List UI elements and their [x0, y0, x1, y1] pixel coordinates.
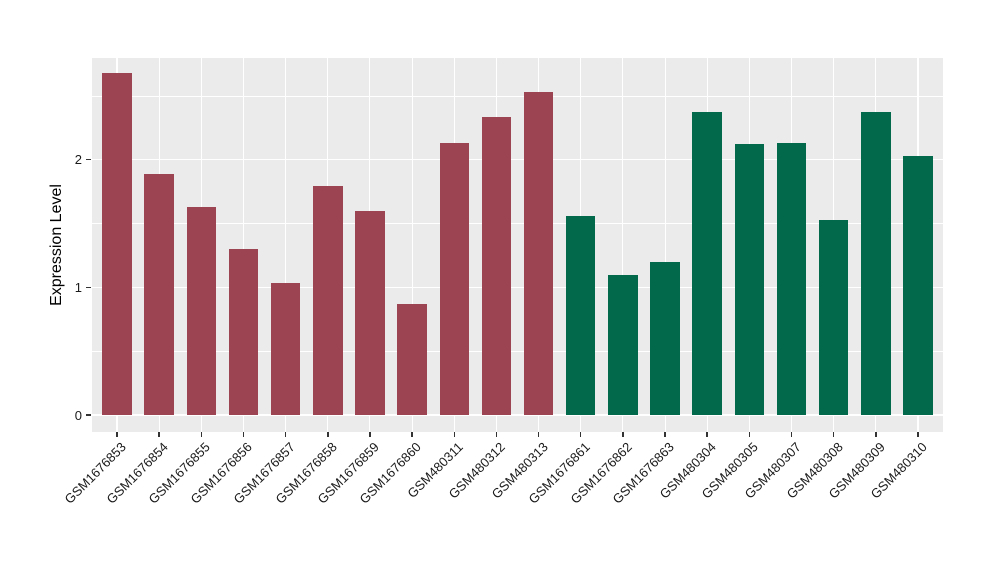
- major-gridline: [92, 414, 943, 416]
- bar-GSM480305: [734, 144, 765, 415]
- x-tick-mark: [706, 432, 708, 437]
- bar-GSM1676853: [102, 72, 132, 415]
- y-axis-title: Expression Level: [48, 184, 65, 306]
- major-gridline: [92, 286, 943, 289]
- y-tick-mark: [86, 158, 91, 161]
- x-tick-mark: [748, 432, 751, 437]
- x-tick-mark: [832, 432, 835, 437]
- minor-gridline: [92, 351, 943, 353]
- x-tick-mark: [790, 432, 793, 437]
- x-tick-mark: [158, 432, 160, 437]
- x-tick-mark: [242, 432, 245, 437]
- minor-gridline: [92, 95, 943, 97]
- x-tick-mark: [453, 432, 455, 437]
- bar-GSM1676863: [650, 261, 680, 415]
- bar-GSM480307: [776, 142, 807, 415]
- y-tick-mark: [86, 286, 91, 289]
- minor-gridline: [92, 223, 943, 225]
- x-tick-mark: [875, 432, 877, 437]
- bar-GSM1676858: [313, 186, 343, 415]
- x-tick-mark: [664, 432, 666, 437]
- bar-GSM1676862: [608, 274, 638, 415]
- x-tick-mark: [411, 432, 413, 437]
- y-tick-mark: [86, 414, 91, 416]
- y-tick-label: 1: [74, 279, 82, 295]
- bar-GSM480308: [818, 219, 849, 415]
- bar-GSM1676856: [228, 248, 259, 415]
- x-tick-mark: [284, 432, 287, 437]
- y-tick-label: 2: [74, 152, 82, 168]
- plot-panel: [92, 58, 943, 432]
- x-tick-mark: [622, 432, 624, 437]
- major-gridline: [92, 158, 943, 161]
- bar-GSM480313: [523, 91, 554, 415]
- bar-GSM480312: [481, 117, 512, 415]
- x-tick-mark: [495, 432, 498, 437]
- x-tick-mark: [537, 432, 540, 437]
- x-tick-mark: [917, 432, 919, 437]
- vertical-gridline: [664, 58, 666, 432]
- x-tick-mark: [200, 432, 203, 437]
- bar-GSM1676855: [186, 206, 217, 415]
- bar-GSM480311: [439, 142, 469, 415]
- x-tick-mark: [369, 432, 371, 437]
- bar-GSM1676861: [565, 215, 596, 415]
- x-tick-mark: [116, 432, 118, 437]
- x-tick-mark: [327, 432, 329, 437]
- vertical-gridline: [622, 58, 624, 432]
- bar-GSM480304: [692, 112, 722, 415]
- bar-GSM1676857: [270, 283, 301, 415]
- vertical-gridline: [411, 58, 413, 432]
- bar-GSM1676854: [144, 173, 174, 415]
- bar-GSM1676859: [355, 210, 385, 415]
- bar-GSM1676860: [397, 303, 427, 415]
- bar-GSM480309: [861, 112, 891, 415]
- y-tick-label: 0: [74, 407, 82, 423]
- bar-GSM480310: [903, 155, 933, 415]
- vertical-gridline: [285, 58, 287, 432]
- x-tick-mark: [579, 432, 582, 437]
- vertical-gridline: [242, 58, 245, 432]
